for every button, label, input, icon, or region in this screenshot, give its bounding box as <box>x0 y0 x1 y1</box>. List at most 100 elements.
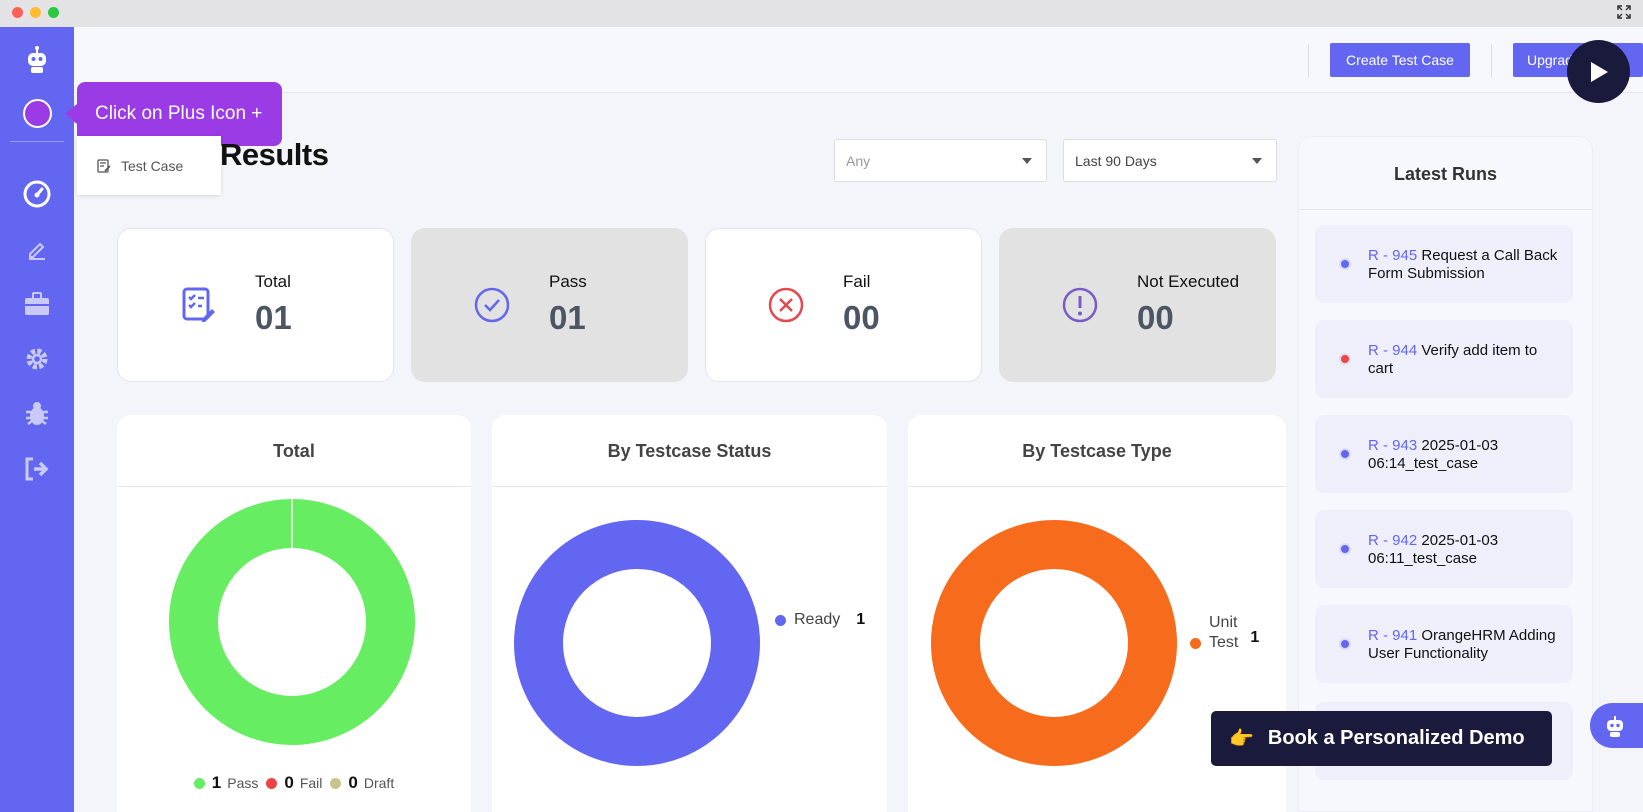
x-circle-icon <box>768 287 804 323</box>
status-donut-chart <box>514 520 760 766</box>
legend-dot <box>1190 637 1201 649</box>
latest-runs-panel: Latest Runs R - 945 Request a Call Back … <box>1298 136 1593 812</box>
type-donut-chart <box>931 520 1177 766</box>
legend-count: 1 <box>211 773 222 792</box>
expand-icon[interactable] <box>1617 5 1631 19</box>
tooltip-text: Click on Plus Icon + <box>95 103 263 124</box>
settings-gear-icon[interactable] <box>22 344 52 374</box>
stat-value: 00 <box>1137 299 1174 336</box>
check-circle-icon <box>474 287 510 323</box>
stat-card-total: Total 01 <box>117 228 394 382</box>
legend-item-unit-test: Unit Test 1 <box>1190 614 1259 653</box>
tab-label: Test Case <box>121 157 184 174</box>
header-separator <box>1491 44 1492 78</box>
plus-icon[interactable] <box>23 99 52 128</box>
briefcase-icon[interactable] <box>22 289 52 319</box>
legend-item-fail: 0 Fail <box>266 773 322 793</box>
run-card[interactable]: R - 944 Verify add item to cart <box>1315 320 1573 398</box>
robot-logo-icon[interactable] <box>22 45 52 75</box>
edit-pencil-icon[interactable] <box>22 234 52 264</box>
total-donut-chart <box>169 499 415 745</box>
stat-value: 01 <box>255 299 292 336</box>
top-bar: Create Test Case Upgrade <box>74 27 1643 93</box>
play-button[interactable] <box>1567 40 1630 103</box>
run-status-dot <box>1339 353 1351 365</box>
maximize-window-button[interactable] <box>48 7 59 18</box>
exclamation-circle-icon <box>1062 287 1098 323</box>
run-id: R - 944 <box>1368 342 1418 359</box>
chart-title: Total <box>273 441 315 461</box>
status-filter-select[interactable]: Any <box>834 139 1047 182</box>
minimize-window-button[interactable] <box>30 7 41 18</box>
chart-title: By Testcase Status <box>607 441 772 461</box>
stat-label: Fail <box>843 272 871 291</box>
stat-value: 00 <box>843 299 880 336</box>
run-name: OrangeHRM Adding User Functionality <box>1368 627 1556 662</box>
legend-item-pass: 1 Pass <box>193 773 259 793</box>
chatbot-button[interactable] <box>1590 703 1643 748</box>
run-status-dot <box>1339 258 1351 270</box>
run-id: R - 945 <box>1368 247 1418 264</box>
logout-icon[interactable] <box>22 454 52 484</box>
run-card[interactable]: R - 942 2025-01-03 06:11_test_case <box>1315 510 1573 588</box>
run-card[interactable]: R - 943 2025-01-03 06:14_test_case <box>1315 415 1573 493</box>
create-test-case-button[interactable]: Create Test Case <box>1330 43 1470 77</box>
dashboard-gauge-icon[interactable] <box>22 179 52 209</box>
run-text: R - 941 OrangeHRM Adding User Functional… <box>1368 627 1558 663</box>
chart-card-total: Total 1 Pass 0 Fail 0 Draft <box>117 415 471 812</box>
chart-divider <box>492 486 887 487</box>
legend-label: Fail <box>299 775 323 791</box>
checklist-edit-icon <box>182 287 215 322</box>
donut-slice-ready[interactable] <box>514 520 760 766</box>
run-id: R - 943 <box>1368 437 1418 454</box>
run-status-dot <box>1339 543 1351 555</box>
donut-slice-unit-test[interactable] <box>931 520 1177 766</box>
run-card[interactable]: R - 945 Request a Call Back Form Submiss… <box>1315 225 1573 303</box>
chevron-down-icon <box>1252 158 1262 164</box>
legend-dot <box>330 777 342 789</box>
run-status-dot <box>1339 638 1351 650</box>
legend-count: 0 <box>284 773 294 792</box>
run-text: R - 942 2025-01-03 06:11_test_case <box>1368 532 1558 568</box>
legend-label-line: Test <box>1209 634 1239 651</box>
legend-count: 1 <box>1250 629 1260 646</box>
stat-card-not-executed: Not Executed 00 <box>999 228 1276 382</box>
bug-icon[interactable] <box>22 399 52 429</box>
legend-label: Pass <box>227 775 259 791</box>
donut-slice-pass[interactable] <box>169 499 415 745</box>
legend-count: 1 <box>856 611 866 628</box>
legend-dot <box>266 777 278 789</box>
legend-label-line: Unit <box>1209 614 1238 631</box>
legend-dot <box>193 777 205 789</box>
book-demo-button[interactable]: 👉 Book a Personalized Demo <box>1211 711 1552 766</box>
stat-label: Pass <box>549 272 587 291</box>
total-legend: 1 Pass 0 Fail 0 Draft <box>117 773 471 793</box>
sidebar <box>0 27 74 812</box>
runs-divider <box>1299 209 1592 210</box>
legend-count: 0 <box>348 773 358 792</box>
legend-label: Unit Test <box>1209 614 1239 653</box>
sidebar-divider <box>10 141 64 142</box>
legend-label: Ready <box>794 611 841 628</box>
status-filter-value: Any <box>846 152 871 169</box>
runs-title: Latest Runs <box>1393 164 1498 184</box>
chevron-down-icon <box>1022 158 1032 164</box>
stat-label: Not Executed <box>1137 272 1240 291</box>
date-range-select[interactable]: Last 90 Days <box>1063 139 1277 182</box>
run-id: R - 942 <box>1368 532 1418 549</box>
run-id: R - 941 <box>1368 627 1418 644</box>
run-card[interactable]: R - 941 OrangeHRM Adding User Functional… <box>1315 605 1573 683</box>
chart-card-status: By Testcase Status Ready 1 <box>492 415 887 812</box>
close-window-button[interactable] <box>12 7 23 18</box>
book-demo-label: Book a Personalized Demo <box>1267 727 1525 749</box>
chart-title: By Testcase Type <box>1022 441 1172 461</box>
date-range-value: Last 90 Days <box>1075 152 1157 169</box>
legend-item-draft: 0 Draft <box>330 773 394 793</box>
tab-test-case[interactable]: Test Case <box>77 136 221 195</box>
chart-divider <box>117 486 471 487</box>
stat-value: 01 <box>549 299 586 336</box>
run-status-dot <box>1339 448 1351 460</box>
robot-chat-icon <box>1607 715 1623 737</box>
stat-label: Total <box>255 272 291 291</box>
stat-card-fail: Fail 00 <box>705 228 982 382</box>
